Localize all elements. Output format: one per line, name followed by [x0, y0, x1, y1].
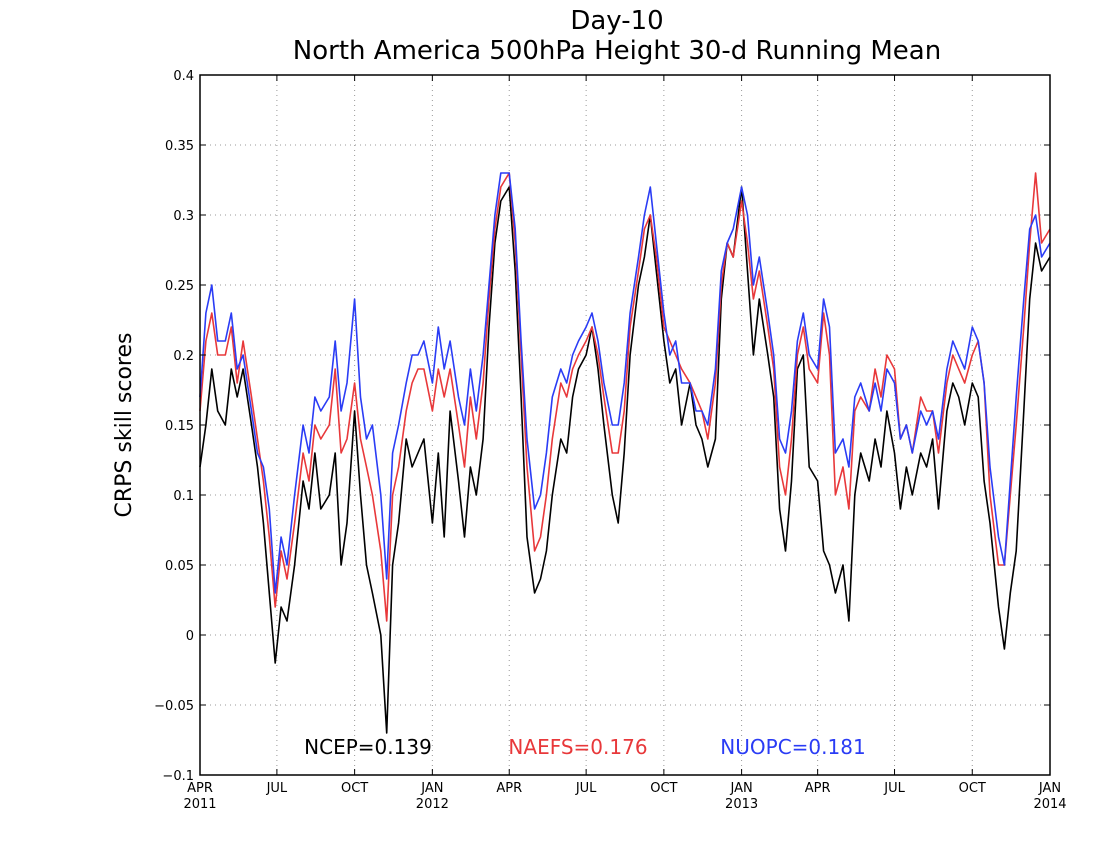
series-line-naefs [199, 172, 1051, 622]
y-tick-label: 0.3 [173, 209, 194, 224]
y-tick-label: −0.05 [154, 699, 194, 714]
y-tick-label: −0.1 [162, 769, 194, 784]
x-tick-label: JUL [883, 781, 905, 796]
x-tick-year: 2012 [416, 797, 449, 812]
series-line-ncep [199, 186, 1051, 734]
x-tick-label: JUL [575, 781, 597, 796]
series-layer [199, 172, 1051, 734]
y-tick-label: 0.4 [173, 69, 194, 84]
x-tick-label: APR [805, 781, 831, 796]
y-tick-label: 0.05 [165, 559, 194, 574]
x-tick-year: 2011 [183, 797, 216, 812]
x-tick-label: JAN [729, 781, 752, 796]
legend-naefs: NAEFS=0.176 [508, 735, 647, 759]
x-tick-label: OCT [959, 781, 986, 796]
x-tick-year: 2014 [1033, 797, 1066, 812]
x-tick-label: JAN [1038, 781, 1061, 796]
x-tick-label: JAN [420, 781, 443, 796]
series-line-nuopc [199, 172, 1051, 594]
y-tick-label: 0.25 [165, 279, 194, 294]
x-tick-year: 2013 [725, 797, 758, 812]
x-tick-label: APR [187, 781, 213, 796]
y-tick-label: 0.15 [165, 419, 194, 434]
y-tick-label: 0.2 [173, 349, 194, 364]
y-tick-label: 0.35 [165, 139, 194, 154]
chart-title: Day-10 [570, 6, 663, 36]
x-tick-label: OCT [650, 781, 677, 796]
y-tick-label: 0.1 [173, 489, 194, 504]
legend-nuopc: NUOPC=0.181 [720, 735, 865, 759]
chart-subtitle: North America 500hPa Height 30-d Running… [293, 36, 941, 66]
x-tick-label: JUL [266, 781, 288, 796]
legend-ncep: NCEP=0.139 [304, 735, 432, 759]
tick-labels: −0.1 −0.05 0 0.05 0.1 0.15 0.2 0.25 0.3 0.35 0.4 AP… [154, 69, 1066, 812]
x-tick-label: OCT [341, 781, 368, 796]
axis-ticks [199, 74, 1051, 776]
y-tick-label: 0 [186, 629, 194, 644]
x-tick-label: APR [496, 781, 522, 796]
grid-lines [200, 75, 1050, 775]
y-axis-label: CRPS skill scores [112, 333, 137, 518]
